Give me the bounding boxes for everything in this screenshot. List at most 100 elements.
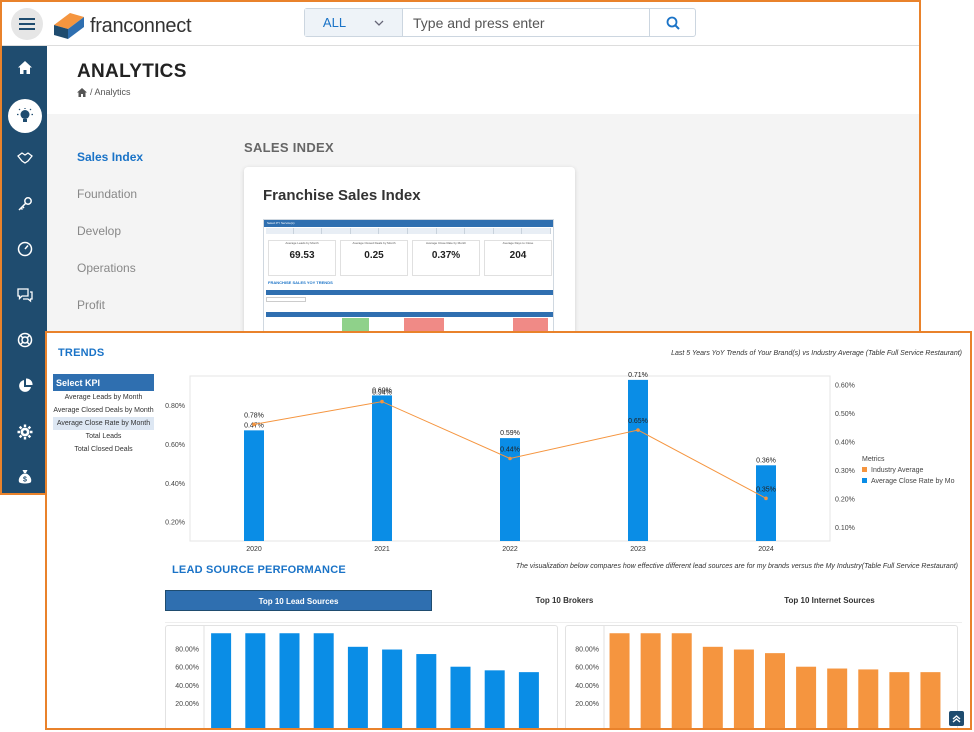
lead-source-bar[interactable] xyxy=(765,653,785,730)
subnav-item-operations[interactable]: Operations xyxy=(77,261,136,275)
home-icon xyxy=(17,60,32,74)
legend-swatch xyxy=(862,478,867,483)
lead-source-bar[interactable] xyxy=(211,633,232,730)
thumb-metric: Average Close Rate by Month 0.37% xyxy=(412,240,480,276)
sidenav-item-chart-pie[interactable] xyxy=(2,371,47,405)
search-button[interactable] xyxy=(649,9,695,36)
sidenav-item-money-bag[interactable]: $ xyxy=(2,462,47,493)
kpi-selector: Select KPI Average Leads by Month Average… xyxy=(53,374,154,456)
lead-source-bar[interactable] xyxy=(609,633,630,730)
lead-source-bar[interactable] xyxy=(347,646,368,730)
sidenav-item-home[interactable] xyxy=(2,53,47,87)
lead-source-bar[interactable] xyxy=(671,633,692,730)
lead-source-bar[interactable] xyxy=(796,666,817,730)
brand-name: franconnect xyxy=(90,14,192,37)
lifebuoy-icon xyxy=(17,332,32,347)
bar-2023[interactable] xyxy=(628,379,648,541)
x-tick-label: 2023 xyxy=(630,546,646,553)
y-tick-label: 60.00% xyxy=(575,665,599,672)
thumb-metric-label: Average Days to Close xyxy=(502,241,534,245)
bar-2020[interactable] xyxy=(244,430,264,541)
lead-source-bar[interactable] xyxy=(920,672,941,730)
line-data-label: 0.94% xyxy=(372,390,392,397)
kpi-option[interactable]: Total Leads xyxy=(85,433,122,440)
brand-logo[interactable]: franconnect xyxy=(52,11,192,41)
left-tick-label: 0.40% xyxy=(165,481,185,488)
report-card[interactable]: Franchise Sales Index Select PY Service(… xyxy=(244,167,575,347)
left-tick-label: 0.80% xyxy=(165,403,185,410)
lead-source-bar[interactable] xyxy=(313,633,334,730)
sidenav-item-lifebuoy[interactable] xyxy=(2,325,47,359)
home-icon[interactable] xyxy=(77,87,87,97)
x-tick-label: 2022 xyxy=(502,546,518,553)
bar-2022[interactable] xyxy=(500,438,520,541)
trends-title: TRENDS xyxy=(58,347,105,359)
search-scope-select[interactable]: ALL xyxy=(305,9,403,36)
lead-source-bar[interactable] xyxy=(733,649,754,730)
lead-source-bar[interactable] xyxy=(889,672,910,730)
scroll-to-top-button[interactable] xyxy=(949,711,964,726)
tab-top-10-internet-sources[interactable]: Top 10 Internet Sources xyxy=(784,596,875,605)
kpi-option[interactable]: Average Leads by Month xyxy=(64,394,143,401)
lead-source-bar[interactable] xyxy=(416,654,437,730)
x-tick-label: 2024 xyxy=(758,546,774,553)
line-data-label: 0.65% xyxy=(628,418,648,425)
lead-source-bar[interactable] xyxy=(382,649,403,730)
sidenav-item-handshake[interactable] xyxy=(2,143,47,177)
lead-source-tabs: Top 10 Lead Sources Top 10 Brokers Top 10 … xyxy=(165,590,962,611)
handshake-icon xyxy=(16,151,33,164)
x-tick-label: 2020 xyxy=(246,546,262,553)
lead-source-bar[interactable] xyxy=(827,668,848,730)
kpi-option[interactable]: Average Close Rate by Month xyxy=(53,417,154,430)
lead-source-bar[interactable] xyxy=(484,670,505,730)
industry-average-point[interactable] xyxy=(636,428,640,432)
lead-source-note: The visualization below compares how eff… xyxy=(515,563,958,570)
sidenav-item-gauge[interactable] xyxy=(2,234,47,268)
menu-button[interactable] xyxy=(11,8,43,40)
legend-item[interactable]: Average Close Rate by Month xyxy=(871,478,955,485)
lightbulb-icon xyxy=(16,108,33,122)
right-tick-label: 0.40% xyxy=(835,439,855,446)
legend-item[interactable]: Industry Average xyxy=(871,467,924,474)
lead-source-bar[interactable] xyxy=(450,666,471,730)
industry-average-point[interactable] xyxy=(252,422,256,427)
lead-source-bar[interactable] xyxy=(858,669,879,730)
thumb-metric: Average Leads by Month 69.53 xyxy=(268,240,336,276)
subnav-item-foundation[interactable]: Foundation xyxy=(77,187,138,201)
search-input[interactable]: Type and press enter xyxy=(413,14,545,31)
subnav-item-sales-index[interactable]: Sales Index xyxy=(77,150,144,164)
tab-top-10-brokers[interactable]: Top 10 Brokers xyxy=(535,596,594,605)
y-tick-label: 80.00% xyxy=(175,647,199,654)
bar-data-label: 0.36% xyxy=(756,457,776,464)
lead-source-bar[interactable] xyxy=(518,672,539,730)
thumb-select xyxy=(266,297,306,302)
page-header: ANALYTICS / Analytics xyxy=(47,46,919,114)
sidenav-item-chat[interactable] xyxy=(2,280,47,314)
tab-top-10-lead-sources[interactable]: Top 10 Lead Sources xyxy=(165,590,432,611)
bar-2021[interactable] xyxy=(372,395,392,541)
right-tick-label: 0.10% xyxy=(835,525,855,532)
gauge-icon xyxy=(17,241,32,256)
lead-source-bar[interactable] xyxy=(245,633,266,730)
kpi-option[interactable]: Average Closed Deals by Month xyxy=(53,407,154,414)
lead-source-bar[interactable] xyxy=(702,646,723,730)
right-tick-label: 0.50% xyxy=(835,411,855,418)
industry-average-point[interactable] xyxy=(508,456,512,461)
lead-source-chart-brand: 20.00% 40.00% 60.00% 80.00% xyxy=(165,625,558,730)
industry-average-point[interactable] xyxy=(380,399,384,404)
kpi-option[interactable]: Total Closed Deals xyxy=(74,446,133,453)
thumb-metric-value: 0.25 xyxy=(364,250,384,261)
trends-chart: 0.20% 0.40% 0.60% 0.80% 0.10% 0.20% 0.30% 0.40%… xyxy=(165,372,955,553)
industry-average-point[interactable] xyxy=(764,496,768,501)
sidenav-item-gear[interactable] xyxy=(2,417,47,451)
lead-source-bar[interactable] xyxy=(279,633,300,730)
bar-2024[interactable] xyxy=(756,465,776,541)
gear-icon xyxy=(17,424,32,439)
subnav-item-profit[interactable]: Profit xyxy=(77,298,106,312)
analytics-subnav: Sales Index Foundation Develop Operations Pr… xyxy=(77,150,143,335)
lead-source-bar[interactable] xyxy=(640,633,661,730)
sidenav-item-key[interactable] xyxy=(2,189,47,223)
sidenav-item-lightbulb[interactable] xyxy=(2,99,47,133)
subnav-item-develop[interactable]: Develop xyxy=(77,224,122,238)
franconnect-logo-icon xyxy=(54,13,84,39)
